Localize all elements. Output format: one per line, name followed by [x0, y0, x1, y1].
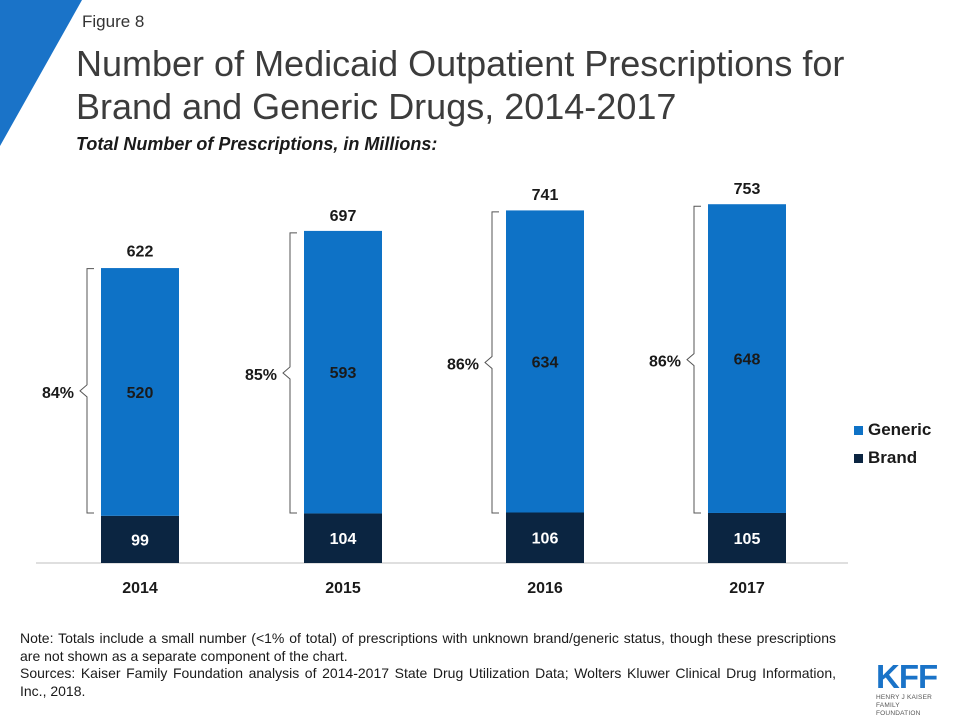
bracket-2016 [484, 211, 499, 514]
logo-subtext: HENRY J KAISER FAMILY FOUNDATION [876, 694, 946, 718]
bracket-2017 [686, 205, 701, 514]
label-generic-share-2014: 84% [42, 385, 74, 402]
label-generic-share-2017: 86% [649, 354, 681, 371]
label-total-2014: 622 [127, 244, 154, 261]
bar-generic-2017 [708, 204, 786, 513]
bar-generic-2016 [506, 210, 584, 513]
x-tick-label-2014: 2014 [122, 580, 158, 597]
label-generic-share-2016: 86% [447, 356, 479, 373]
legend-swatch-generic [854, 425, 863, 435]
bar-brand-2017 [708, 512, 786, 563]
corner-accent-triangle [0, 0, 82, 146]
footnote: Note: Totals include a small number (<1%… [20, 630, 836, 700]
bar-generic-2015 [304, 230, 382, 514]
legend-swatch-brand [854, 453, 863, 463]
label-total-2016: 741 [532, 187, 559, 204]
legend-item-brand: Brand [854, 444, 931, 472]
x-tick-label-2017: 2017 [729, 580, 765, 597]
figure-label: Figure 8 [82, 12, 145, 31]
label-brand-2017: 105 [734, 531, 761, 548]
label-brand-2014: 99 [131, 532, 149, 549]
label-generic-2016: 634 [532, 354, 559, 371]
label-total-2015: 697 [330, 208, 357, 225]
logo-line-1: HENRY J KAISER [876, 694, 933, 701]
bar-brand-2015 [304, 513, 382, 563]
kff-logo: KFF HENRY J KAISER FAMILY FOUNDATION [876, 660, 946, 718]
label-generic-2017: 648 [734, 352, 761, 369]
bracket-2014 [79, 268, 94, 514]
legend-label-generic: Generic [868, 420, 932, 439]
page-title: Number of Medicaid Outpatient Prescripti… [76, 43, 845, 127]
label-generic-2014: 520 [127, 385, 154, 402]
bar-brand-2016 [506, 512, 584, 563]
label-generic-share-2015: 85% [245, 367, 277, 384]
logo-line-2: FAMILY FOUNDATION [876, 702, 921, 717]
logo-mark: KFF [876, 658, 938, 695]
x-tick-label-2015: 2015 [325, 580, 361, 597]
label-brand-2016: 106 [532, 531, 559, 548]
bar-generic-2014 [101, 268, 179, 516]
chart-legend: Generic Brand [854, 416, 931, 472]
legend-label-brand: Brand [868, 448, 918, 467]
legend-item-generic: Generic [854, 416, 931, 444]
chart-subtitle: Total Number of Prescriptions, in Millio… [76, 134, 438, 154]
sources-text: Sources: Kaiser Family Foundation analys… [20, 665, 836, 699]
label-total-2017: 753 [734, 181, 761, 198]
x-tick-label-2016: 2016 [527, 580, 563, 597]
label-brand-2015: 104 [330, 531, 357, 548]
note-text: Note: Totals include a small number (<1%… [20, 630, 836, 664]
label-generic-2015: 593 [330, 365, 357, 382]
bracket-2015 [282, 232, 297, 514]
bar-brand-2014 [101, 515, 179, 563]
